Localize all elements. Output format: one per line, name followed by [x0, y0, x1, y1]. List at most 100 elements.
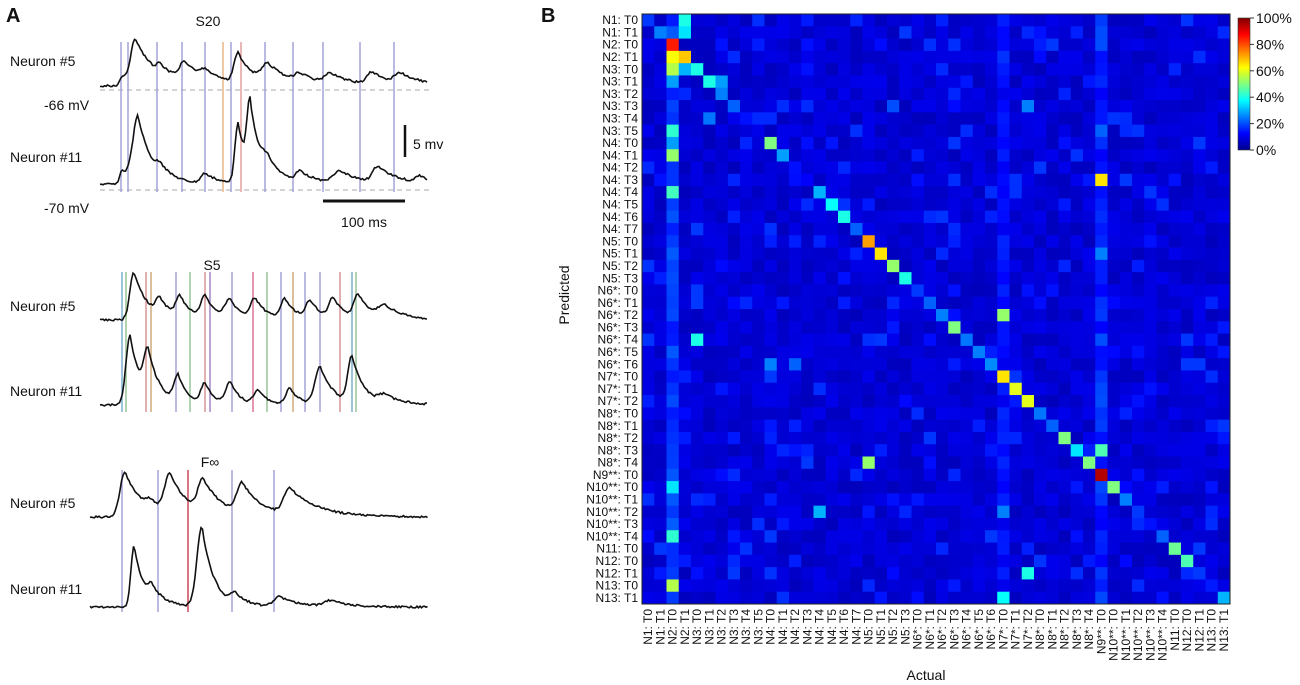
heatmap-cell [813, 272, 827, 285]
heatmap-cell [1181, 186, 1194, 199]
heatmap-cell [1168, 136, 1182, 150]
heatmap-cell [862, 161, 876, 175]
heatmap-cell [727, 124, 741, 138]
heatmap-cell [642, 284, 655, 298]
heatmap-cell [923, 161, 937, 175]
heatmap-cell [911, 419, 925, 433]
heatmap-cell [789, 259, 802, 273]
heatmap-cell [715, 419, 729, 433]
heatmap-cell [997, 124, 1010, 138]
heatmap-cell [1193, 136, 1206, 150]
x-tick-label: N13: T0 [1205, 609, 1219, 652]
heatmap-cell [1168, 505, 1182, 519]
heatmap-cell [838, 345, 851, 359]
heatmap-cell [642, 591, 655, 605]
heatmap-cell [1083, 444, 1096, 457]
heatmap-cell [1107, 14, 1121, 27]
heatmap-cell [1070, 382, 1084, 396]
heatmap-cell [838, 407, 851, 421]
heatmap-cell [678, 407, 692, 421]
heatmap-cell [1070, 210, 1084, 224]
heatmap-cell [1034, 222, 1047, 236]
heatmap-cell [1095, 554, 1108, 568]
heatmap-cell [1156, 468, 1170, 482]
heatmap-cell [1095, 198, 1108, 212]
heatmap-cell [948, 321, 961, 334]
heatmap-cell [703, 591, 716, 605]
heatmap-cell [862, 370, 876, 384]
heatmap-cell [825, 14, 839, 27]
heatmap-cell [948, 309, 961, 322]
heatmap-cell [727, 173, 741, 187]
neuron-label: Neuron #11 [10, 383, 82, 399]
y-tick-label: N6*: T2 [598, 308, 639, 322]
heatmap-cell [1156, 309, 1170, 322]
heatmap-cell [801, 222, 814, 236]
heatmap-cell [1070, 358, 1084, 371]
heatmap-cell [1193, 481, 1206, 494]
heatmap-cell [936, 517, 949, 531]
neuron-label: Neuron #11 [10, 149, 82, 165]
heatmap-cell [923, 370, 937, 384]
heatmap-cell [1168, 481, 1182, 494]
heatmap-cell [874, 75, 888, 89]
heatmap-cell [1034, 567, 1047, 580]
voltage-trace [99, 271, 428, 322]
heatmap-cell [838, 222, 851, 236]
heatmap-cell [997, 468, 1010, 482]
y-tick-label: N4: T1 [602, 148, 638, 162]
heatmap-cell [703, 395, 716, 408]
heatmap-cell [1217, 124, 1231, 138]
heatmap-cell [1095, 136, 1108, 150]
heatmap-cell [715, 63, 729, 76]
heatmap-cell [997, 222, 1010, 236]
heatmap-cell [1217, 38, 1231, 52]
heatmap-cell [1168, 321, 1182, 334]
heatmap-cell [1217, 112, 1231, 126]
heatmap-cell [1181, 210, 1194, 224]
heatmap-cell [813, 382, 827, 396]
heatmap-cell [1107, 456, 1121, 470]
heatmap-cell [654, 333, 667, 347]
heatmap-cell [887, 50, 900, 64]
heatmap-cell [1095, 149, 1108, 162]
heatmap-cell [960, 161, 974, 175]
heatmap-cell [862, 247, 876, 261]
heatmap-cell [813, 50, 827, 64]
heatmap-cell [678, 505, 692, 519]
heatmap-cell [752, 247, 765, 261]
heatmap-cell [1058, 50, 1072, 64]
heatmap-cell [1193, 382, 1206, 396]
heatmap-cell [960, 87, 974, 101]
heatmap-cell [874, 382, 888, 396]
heatmap-cell [1119, 112, 1133, 126]
heatmap-cell [801, 296, 814, 310]
heatmap-cell [1046, 186, 1059, 199]
heatmap-cell [1009, 50, 1023, 64]
heatmap-cell [1070, 75, 1084, 89]
heatmap-cell [813, 370, 827, 384]
heatmap-cell [997, 493, 1010, 507]
heatmap-cell [1095, 63, 1108, 76]
heatmap-cell [654, 579, 667, 593]
heatmap-cell [850, 247, 863, 261]
heatmap-cell [997, 419, 1010, 433]
heatmap-cell [960, 358, 974, 371]
heatmap-cell [789, 222, 802, 236]
heatmap-cell [960, 321, 974, 334]
heatmap-cell [1193, 124, 1206, 138]
heatmap-cell [972, 173, 986, 187]
heatmap-cell [1119, 591, 1133, 605]
heatmap-cell [1144, 505, 1157, 519]
heatmap-cell [972, 382, 986, 396]
heatmap-cell [727, 493, 741, 507]
heatmap-cell [1217, 431, 1231, 445]
heatmap-cell [691, 124, 704, 138]
heatmap-cell [1107, 505, 1121, 519]
heatmap-cell [1193, 333, 1206, 347]
heatmap-cell [1021, 456, 1035, 470]
heatmap-cell [678, 247, 692, 261]
heatmap-cell [727, 50, 741, 64]
y-tick-label: N6*: T1 [598, 296, 639, 310]
heatmap-cell [1070, 517, 1084, 531]
